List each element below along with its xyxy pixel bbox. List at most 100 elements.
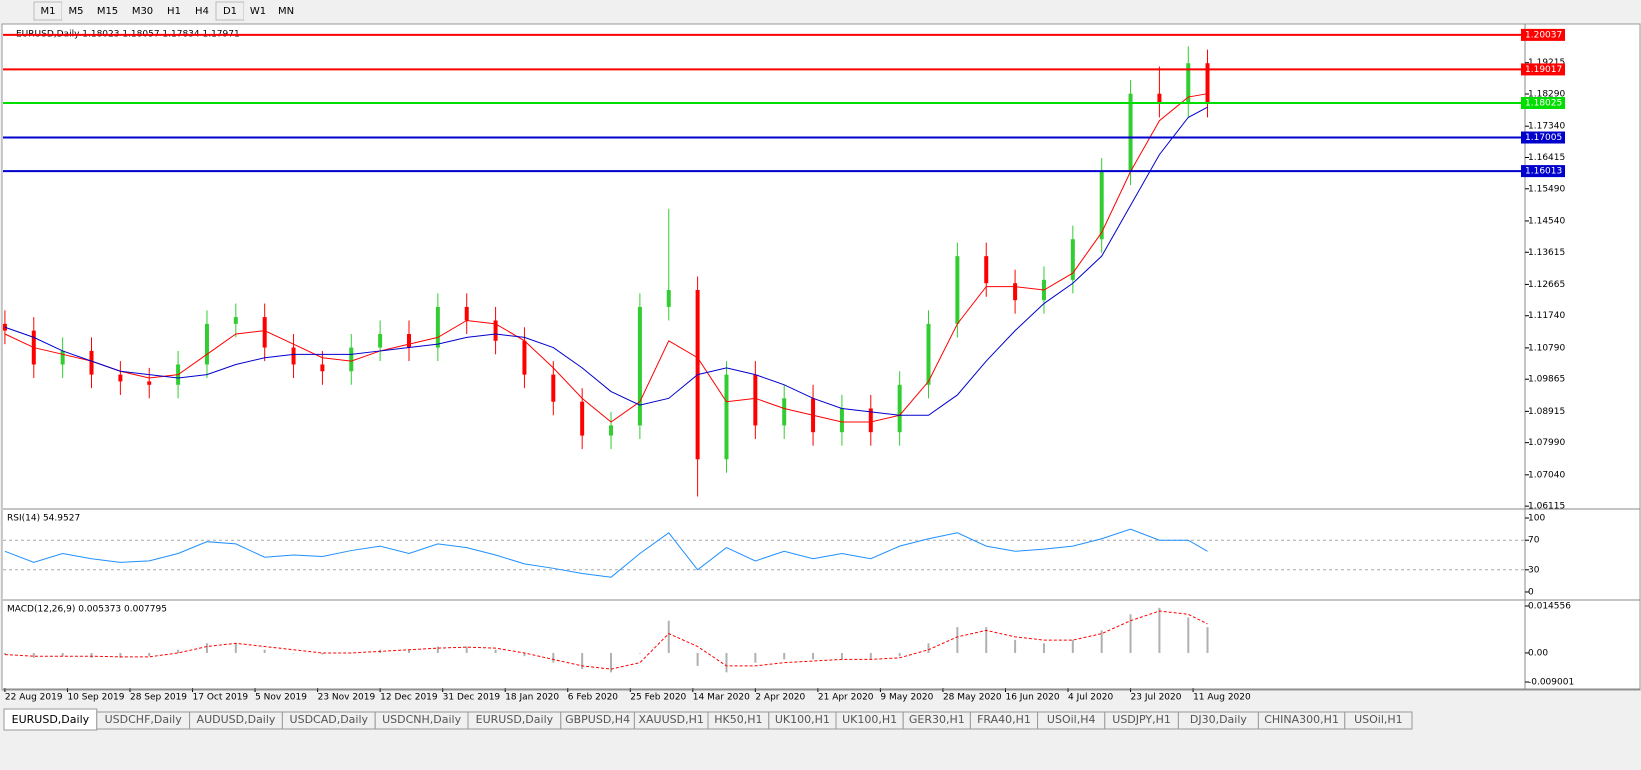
histogram-bar xyxy=(148,652,151,657)
histogram-bar xyxy=(1100,630,1103,653)
x-tick-label: 11 Aug 2020 xyxy=(1193,693,1251,703)
histogram-bar xyxy=(812,652,815,660)
tab-label[interactable]: USOil,H4 xyxy=(1047,713,1096,726)
tab-label[interactable]: EURUSD,Daily xyxy=(12,713,90,726)
x-tick-label: 16 Jun 2020 xyxy=(1005,693,1059,703)
histogram-bar xyxy=(1158,607,1161,653)
tab-label[interactable]: USDCHF,Daily xyxy=(105,713,183,726)
y-tick-label: 0.00 xyxy=(1528,648,1548,658)
candle-body xyxy=(89,350,94,375)
histogram-bar xyxy=(3,652,6,655)
histogram-bar xyxy=(523,652,526,657)
timeframe-button[interactable] xyxy=(272,2,300,20)
tab-label[interactable]: HK50,H1 xyxy=(714,713,762,726)
y-tick-label: 1.18290 xyxy=(1528,90,1565,100)
tab-label[interactable]: USDCNH,Daily xyxy=(382,713,462,726)
tab-label[interactable]: GER30,H1 xyxy=(909,713,965,726)
tab-label[interactable]: USDJPY,H1 xyxy=(1112,713,1171,726)
tab-label[interactable]: CHINA300,H1 xyxy=(1264,713,1339,726)
histogram-bar xyxy=(1206,627,1209,653)
histogram-bar xyxy=(1014,640,1017,653)
histogram-bar xyxy=(725,652,728,673)
timeframe-button[interactable] xyxy=(125,2,160,20)
tab-label[interactable]: XAUUSD,H1 xyxy=(639,713,704,726)
price-label: 1.20037 xyxy=(1525,30,1562,40)
y-tick-label: 1.14540 xyxy=(1528,216,1565,226)
price-label-bg xyxy=(1521,96,1565,109)
x-tick-label: 23 Nov 2019 xyxy=(318,693,376,703)
tab-label[interactable]: DJ30,Daily xyxy=(1190,713,1248,726)
candle-body xyxy=(984,256,989,284)
candle-body xyxy=(609,425,614,436)
tab[interactable] xyxy=(1344,711,1413,730)
timeframe-label[interactable]: H4 xyxy=(195,6,209,17)
candle-body xyxy=(320,364,325,372)
histogram-bar xyxy=(956,627,959,653)
histogram-bar xyxy=(263,649,266,653)
candle-body xyxy=(1128,93,1133,172)
timeframe-label[interactable]: MN xyxy=(278,6,294,17)
candle-body xyxy=(291,347,296,365)
tab-label[interactable]: FRA40,H1 xyxy=(977,713,1031,726)
histogram-bar xyxy=(840,652,843,660)
histogram-bar xyxy=(754,652,757,663)
candle-body xyxy=(839,408,844,433)
candle-body xyxy=(955,256,960,324)
timeframe-button[interactable] xyxy=(160,2,188,20)
price-label-bg xyxy=(1521,165,1565,178)
y-tick-label: 0 xyxy=(1528,587,1534,597)
x-tick-label: 9 May 2020 xyxy=(880,693,933,703)
y-tick-label: 1.08915 xyxy=(1528,407,1565,417)
tab-label[interactable]: UK100,H1 xyxy=(775,713,830,726)
timeframe-label[interactable]: H1 xyxy=(167,6,181,17)
histogram-bar xyxy=(350,652,353,654)
y-tick-label: 0.014556 xyxy=(1528,602,1571,612)
candle-body xyxy=(378,334,383,348)
indicator-line xyxy=(4,106,1208,416)
x-tick-label: 2 Apr 2020 xyxy=(755,693,805,703)
timeframe-button[interactable] xyxy=(244,2,272,20)
histogram-bar xyxy=(927,643,930,653)
tab-label[interactable]: AUDUSD,Daily xyxy=(197,713,276,726)
histogram-bar xyxy=(32,652,35,658)
y-tick-label: 1.07990 xyxy=(1528,438,1565,448)
candle-body xyxy=(1186,63,1191,104)
histogram-bar xyxy=(638,652,641,654)
timeframe-label[interactable]: M30 xyxy=(132,6,153,17)
histogram-bar xyxy=(292,652,295,654)
timeframe-button[interactable] xyxy=(90,2,125,20)
price-label: 1.19017 xyxy=(1525,65,1562,75)
timeframe-label[interactable]: W1 xyxy=(250,6,266,17)
histogram-bar xyxy=(1071,640,1074,653)
chart-area xyxy=(1,23,1641,691)
y-tick-label: 70 xyxy=(1528,536,1540,546)
x-tick-label: 14 Mar 2020 xyxy=(693,693,750,703)
timeframe-label[interactable]: M15 xyxy=(97,6,118,17)
y-tick-label: 1.11740 xyxy=(1528,311,1565,321)
histogram-bar xyxy=(119,652,122,658)
timeframe-label[interactable]: M5 xyxy=(69,6,84,17)
tab-label[interactable]: GBPUSD,H4 xyxy=(565,713,630,726)
candle-body xyxy=(1157,93,1162,104)
timeframe-button[interactable] xyxy=(62,2,90,20)
x-tick-label: 17 Oct 2019 xyxy=(193,693,249,703)
x-tick-label: 18 Jan 2020 xyxy=(505,693,559,703)
tab-label[interactable]: UK100,H1 xyxy=(842,713,897,726)
y-tick-label: 1.15490 xyxy=(1528,184,1565,194)
tab-label[interactable]: USDCAD,Daily xyxy=(290,713,369,726)
x-tick-label: 23 Jul 2020 xyxy=(1131,693,1182,703)
timeframe-button[interactable] xyxy=(188,2,216,20)
tab-label[interactable]: USOil,H1 xyxy=(1354,713,1403,726)
timeframe-label[interactable]: D1 xyxy=(223,6,237,17)
histogram-bar xyxy=(1187,617,1190,653)
x-tick-label: 21 Apr 2020 xyxy=(818,693,874,703)
timeframe-label[interactable]: M1 xyxy=(41,6,56,17)
y-tick-label: -0.009001 xyxy=(1528,678,1574,688)
histogram-bar xyxy=(205,643,208,653)
tab-label[interactable]: EURUSD,Daily xyxy=(476,713,554,726)
x-tick-label: 31 Dec 2019 xyxy=(443,693,501,703)
candle-body xyxy=(753,374,758,426)
candle-body xyxy=(204,323,209,365)
x-tick-label: 28 Sep 2019 xyxy=(130,693,187,703)
